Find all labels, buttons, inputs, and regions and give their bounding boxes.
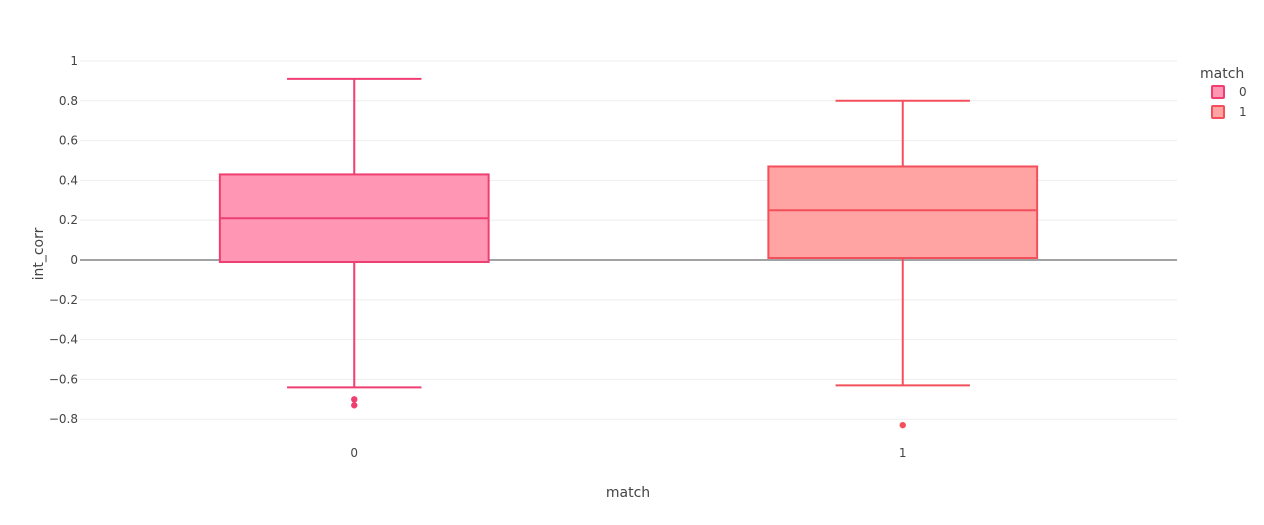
legend-swatch [1211, 85, 1225, 99]
box-1 [767, 99, 1039, 429]
y-tick-label: 0 [70, 253, 78, 267]
x-axis-title: match [606, 485, 650, 501]
y-tick-label: 0.6 [59, 134, 78, 148]
y-tick-label: −0.4 [49, 333, 78, 347]
y-tick-label: −0.2 [49, 293, 78, 307]
legend-label: 1 [1239, 105, 1247, 119]
y-tick-label: 0.2 [59, 213, 78, 227]
legend-item-1: 1 [1211, 105, 1247, 119]
y-tick-labels: 1 0.8 0.6 0.4 0.2 0 −0.2 −0.4 −0.6 −0.8 [49, 54, 78, 426]
box-0 [218, 77, 490, 409]
iqr-box [767, 165, 1039, 260]
x-tick-label: 0 [350, 446, 358, 460]
outlier-point [351, 402, 358, 409]
boxes [218, 77, 1039, 429]
y-tick-label: 1 [70, 54, 78, 68]
legend: match 01 [1200, 66, 1247, 119]
legend-label: 0 [1239, 85, 1247, 99]
legend-title: match [1200, 66, 1244, 82]
x-tick-label: 1 [899, 446, 907, 460]
outlier-point [351, 396, 358, 403]
y-tick-label: −0.6 [49, 372, 78, 386]
y-axis-title: int_corr [31, 227, 47, 280]
y-tick-label: 0.4 [59, 173, 78, 187]
outlier-point [899, 421, 906, 429]
legend-items: 01 [1211, 85, 1247, 119]
y-tick-label: −0.8 [49, 412, 78, 426]
legend-item-0: 0 [1211, 85, 1247, 99]
legend-swatch [1211, 105, 1225, 119]
y-tick-label: 0.8 [59, 94, 78, 108]
